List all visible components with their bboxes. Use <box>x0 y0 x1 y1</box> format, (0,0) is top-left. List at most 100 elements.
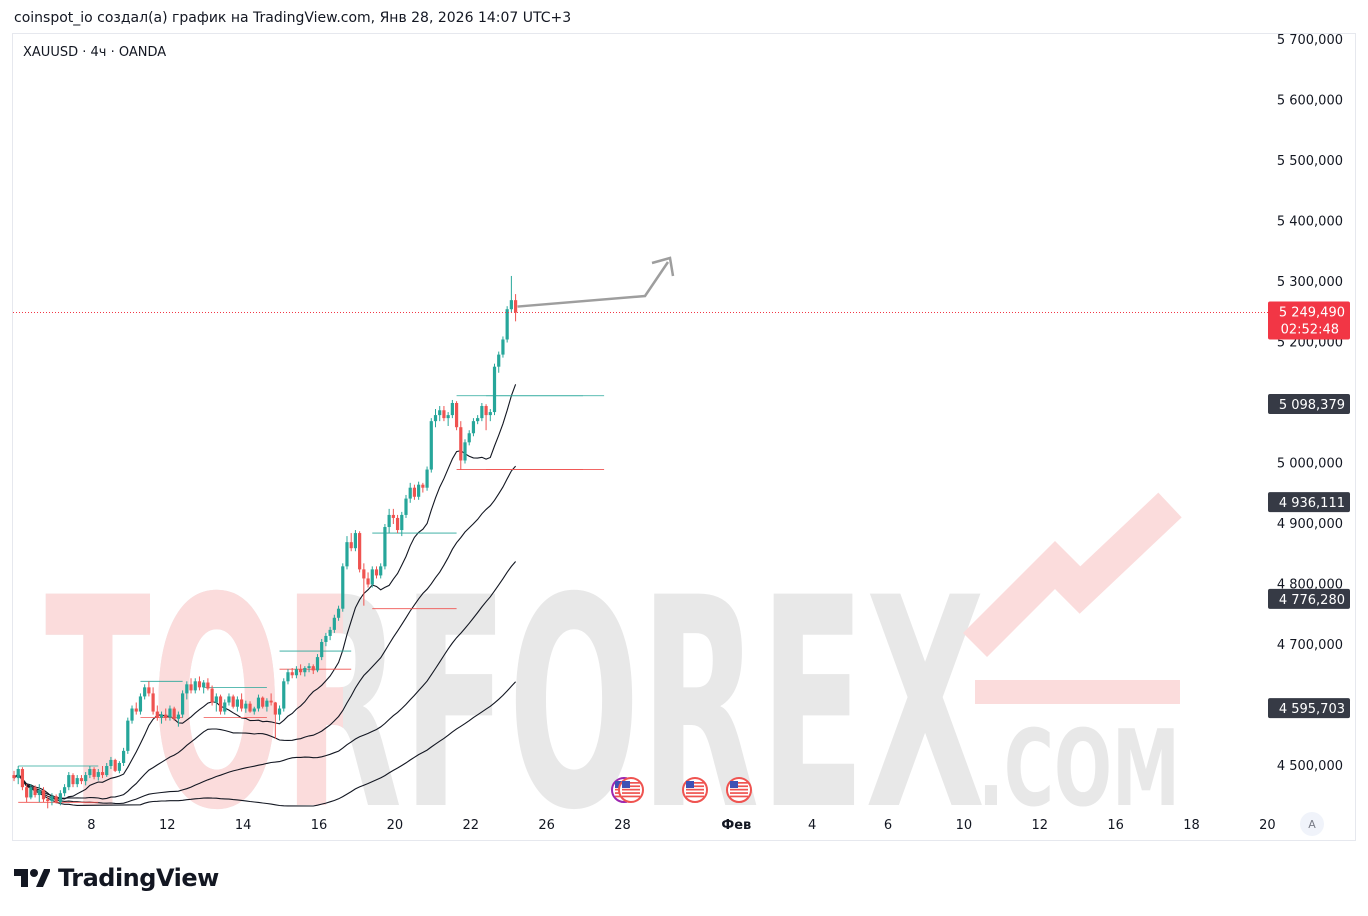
time-tick-label: 20 <box>1259 818 1276 833</box>
candle-body <box>433 415 438 422</box>
candle <box>121 747 126 766</box>
candle-body <box>126 720 130 751</box>
forecast-arrow <box>517 261 670 308</box>
candle-body <box>202 682 206 688</box>
time-tick-label: 14 <box>235 818 252 833</box>
flag-stripe <box>622 795 640 798</box>
time-axis[interactable]: 8 12 14 16 20 22 26 28 Фев 4 6 10 12 16 18 20 <box>87 818 1275 833</box>
candle-body <box>395 517 400 531</box>
price-badge: 4 936,111 <box>1268 492 1350 513</box>
candle-body <box>269 700 273 703</box>
candle <box>227 693 231 706</box>
candle <box>425 466 429 491</box>
candle <box>395 514 400 534</box>
candle <box>202 680 206 694</box>
candle <box>29 784 33 800</box>
watermark-chart-icon <box>962 492 1182 658</box>
candle <box>505 306 509 343</box>
candle <box>244 700 248 713</box>
candle-body <box>467 433 471 443</box>
candle-body <box>92 769 96 777</box>
candle <box>176 711 180 727</box>
candle <box>450 399 454 419</box>
candle-body <box>374 569 379 576</box>
economic-events[interactable] <box>611 777 752 803</box>
candle-body <box>41 790 46 800</box>
candle <box>488 409 492 422</box>
candle <box>454 401 459 431</box>
tradingview-logo[interactable]: TradingView <box>14 864 219 892</box>
candle <box>16 766 20 785</box>
candle-body <box>509 300 513 310</box>
candle-body <box>79 778 84 782</box>
candle-body <box>37 790 41 796</box>
candle <box>197 676 202 691</box>
candle-body <box>492 366 497 413</box>
candle-body <box>54 796 58 803</box>
us-flag-event-icon[interactable] <box>682 777 708 803</box>
candle-body <box>450 403 454 416</box>
candle-body <box>387 514 391 528</box>
candle <box>92 767 96 780</box>
watermark-subtext: .COM <box>978 708 1180 830</box>
auto-scale-button[interactable]: A <box>1300 812 1324 836</box>
candle-body <box>109 759 113 766</box>
candle-body <box>58 793 62 803</box>
candle <box>223 699 227 715</box>
candle-body <box>463 442 467 461</box>
candle-body <box>349 542 353 549</box>
flag-stripe <box>686 788 704 791</box>
candle-body <box>100 772 105 776</box>
candle <box>345 536 349 570</box>
time-tick-label: 4 <box>808 818 816 833</box>
flag-stripe <box>730 785 748 788</box>
candle <box>446 412 450 426</box>
candle <box>370 566 374 588</box>
candle <box>467 430 471 446</box>
candle-body <box>105 766 109 776</box>
us-flag-event-icon[interactable] <box>618 777 644 803</box>
candle <box>273 701 277 739</box>
candle-body <box>130 708 134 721</box>
candle <box>248 701 252 713</box>
candle <box>138 693 143 715</box>
candle-body <box>341 566 345 609</box>
candle-body <box>151 693 155 712</box>
candle-body <box>227 696 231 703</box>
candle <box>181 690 185 718</box>
candle <box>164 708 168 721</box>
candle <box>294 666 299 679</box>
chart-pane[interactable] <box>12 33 1356 841</box>
time-tick-label: 6 <box>884 818 892 833</box>
candle <box>96 769 100 781</box>
symbol-legend[interactable]: XAUUSD · 4ч · OANDA <box>23 45 167 60</box>
candle-body <box>29 787 33 798</box>
candle-body <box>299 669 303 673</box>
candle <box>67 772 71 791</box>
candle <box>20 767 25 791</box>
candle-body <box>332 617 336 630</box>
candle-body <box>480 406 484 419</box>
forecast-arrow-head <box>651 256 675 277</box>
time-tick-label: 22 <box>462 818 479 833</box>
candle <box>480 403 484 422</box>
flag-stripe <box>686 782 704 784</box>
moving-average-2 <box>13 465 517 800</box>
us-flag-event-icon[interactable] <box>726 777 752 803</box>
candle-body <box>210 688 214 703</box>
candle <box>513 294 518 322</box>
candle <box>492 363 497 416</box>
chart-attribution: coinspot_io создал(а) график на TradingV… <box>14 10 572 26</box>
time-tick-label: 8 <box>87 818 95 833</box>
price-badge: 4 595,703 <box>1268 698 1350 719</box>
candle <box>126 717 130 754</box>
candle <box>349 533 353 552</box>
candle-body <box>303 667 307 673</box>
candle-body <box>425 469 429 488</box>
candle <box>299 664 303 676</box>
candle <box>50 793 54 806</box>
candle <box>37 784 41 803</box>
price-tick-label: 5 300,000 <box>1277 275 1343 290</box>
